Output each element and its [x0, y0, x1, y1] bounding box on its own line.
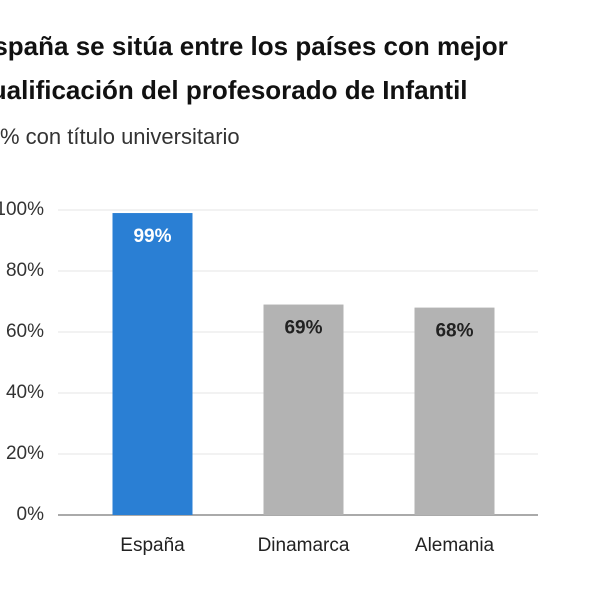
chart-subtitle: % con título universitario	[0, 124, 240, 149]
bar	[263, 304, 344, 515]
x-tick-label: España	[120, 535, 185, 556]
chart-title: Cualificación del profesorado de Infanti…	[0, 75, 468, 105]
y-tick-label: 100%	[0, 199, 44, 220]
y-tick-label: 60%	[6, 321, 44, 342]
y-tick-label: 20%	[6, 443, 44, 464]
x-tick-label: Dinamarca	[258, 535, 350, 556]
bar	[112, 213, 193, 516]
y-tick-label: 80%	[6, 260, 44, 281]
value-label: 99%	[133, 226, 171, 247]
value-label: 68%	[435, 321, 473, 342]
bar	[414, 307, 495, 515]
x-tick-label: Alemania	[415, 535, 495, 556]
y-tick-label: 40%	[6, 382, 44, 403]
y-tick-label: 0%	[17, 504, 45, 525]
chart-title: España se sitúa entre los países con mej…	[0, 31, 508, 61]
value-label: 69%	[284, 318, 322, 339]
